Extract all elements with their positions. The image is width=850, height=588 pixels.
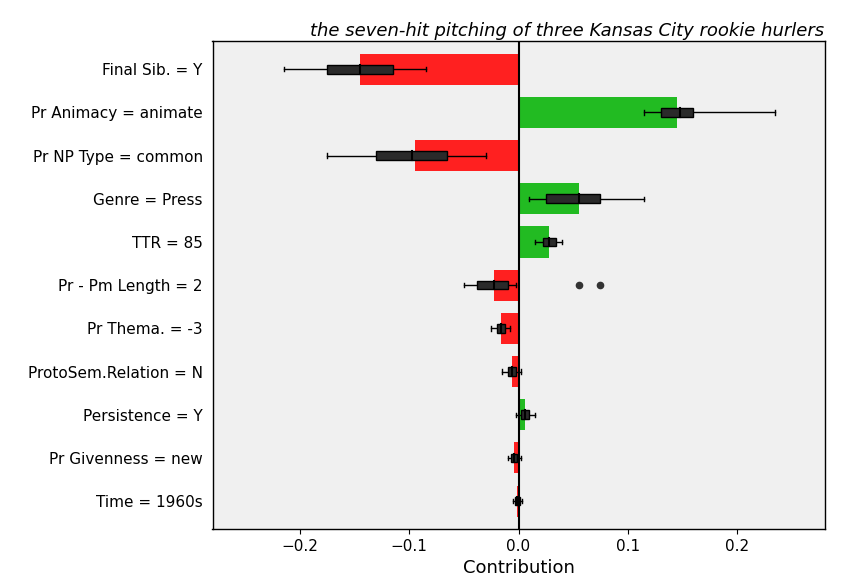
Bar bbox=[507, 368, 516, 376]
Bar bbox=[518, 183, 579, 215]
Bar bbox=[496, 324, 506, 333]
Bar bbox=[660, 108, 694, 117]
Text: the seven-hit pitching of three Kansas City rookie hurlers: the seven-hit pitching of three Kansas C… bbox=[310, 22, 824, 39]
Bar bbox=[518, 399, 525, 430]
Bar bbox=[546, 195, 600, 203]
Bar bbox=[514, 442, 518, 473]
Bar bbox=[542, 238, 556, 246]
Bar bbox=[521, 410, 530, 419]
Bar bbox=[377, 151, 447, 160]
Bar bbox=[477, 281, 507, 289]
Bar bbox=[360, 54, 518, 85]
Bar bbox=[511, 453, 518, 462]
Bar bbox=[501, 313, 518, 344]
Bar bbox=[512, 356, 518, 387]
Bar bbox=[518, 97, 677, 128]
Bar bbox=[327, 65, 393, 74]
X-axis label: Contribution: Contribution bbox=[462, 559, 575, 577]
Bar bbox=[518, 226, 549, 258]
Bar bbox=[495, 270, 518, 300]
Bar bbox=[515, 497, 519, 506]
Bar bbox=[415, 140, 518, 171]
